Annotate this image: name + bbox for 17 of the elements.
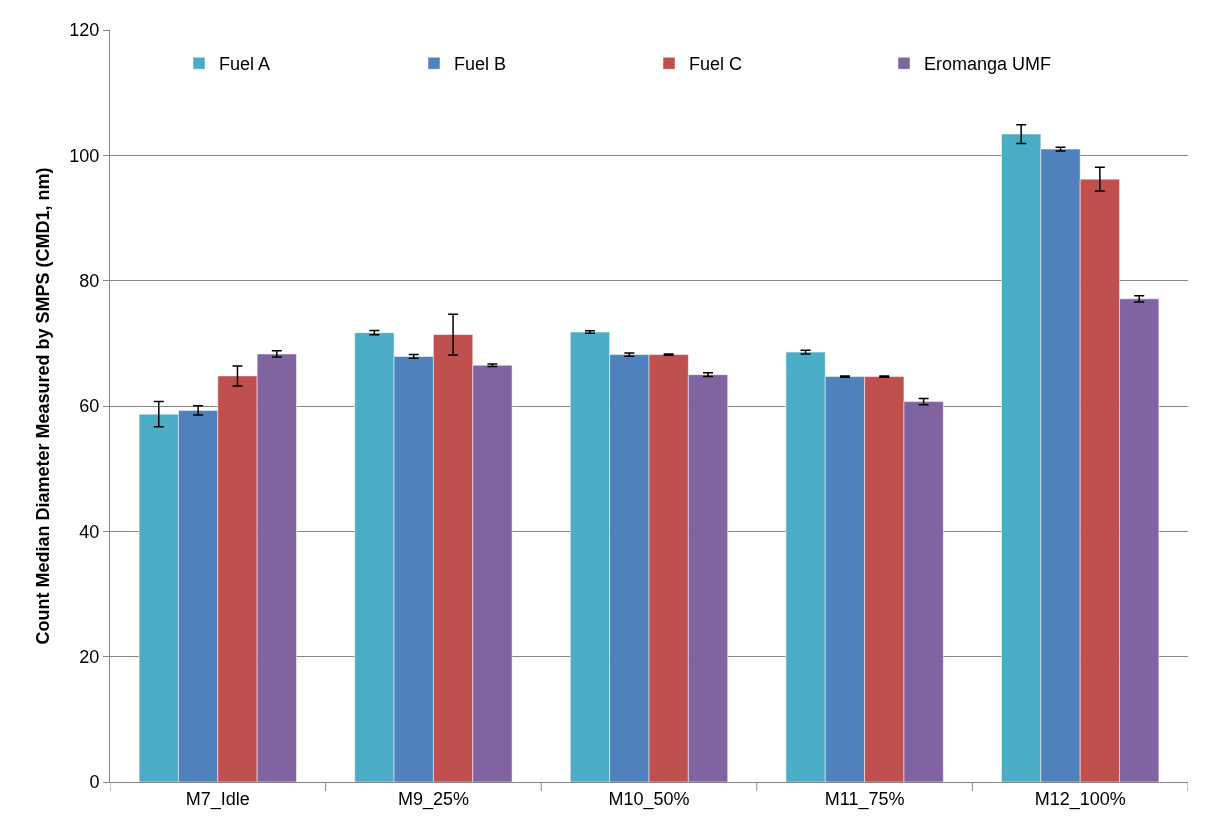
- y-tick-label: 80: [79, 270, 100, 291]
- legend-label: Fuel A: [219, 54, 271, 75]
- y-tick-label: 100: [69, 145, 100, 166]
- legend-label: Fuel C: [689, 54, 743, 75]
- y-axis-title: Count Median Diameter Measured by SMPS (CMD1, nm): [32, 167, 53, 645]
- y-tick-label: 120: [69, 20, 100, 41]
- y-tick-label: 40: [79, 521, 100, 542]
- y-tick-label: 20: [79, 646, 100, 667]
- x-tick-label: M11_75%: [824, 788, 905, 810]
- x-tick-label: M12_100%: [1034, 788, 1126, 810]
- y-tick-label: 0: [89, 772, 100, 793]
- y-tick-label: 60: [79, 396, 100, 417]
- x-tick-label: M10_50%: [608, 788, 690, 810]
- x-tick-label: M7_Idle: [185, 788, 250, 810]
- legend-label: Eromanga UMF: [924, 54, 1052, 75]
- x-tick-label: M9_25%: [397, 788, 469, 810]
- legend-label: Fuel B: [454, 54, 507, 75]
